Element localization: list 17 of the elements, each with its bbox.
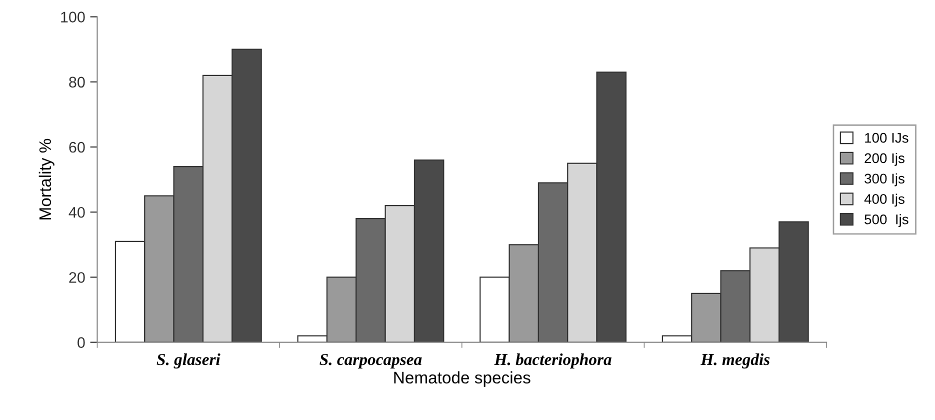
y-tick-label: 80 bbox=[69, 76, 85, 88]
legend-label: 400 Ijs bbox=[864, 194, 904, 207]
y-tick-label: 0 bbox=[78, 337, 85, 348]
x-tick-label: S. glaseri bbox=[156, 353, 220, 369]
y-tick-label: 40 bbox=[68, 206, 85, 218]
x-tick-label: H. megdis bbox=[700, 353, 770, 369]
legend-label: 100 IJs bbox=[865, 132, 908, 143]
y-axis-title: Mortality % bbox=[38, 138, 54, 220]
legend-label: 300 Ijs bbox=[864, 173, 904, 186]
x-tick-label: H. bacteriophora bbox=[494, 353, 612, 369]
y-tick-label: 20 bbox=[69, 272, 85, 283]
legend-label: 500 Ijs bbox=[864, 214, 908, 228]
legend-label: 200 Ijs bbox=[864, 152, 904, 166]
y-tick-label: 60 bbox=[69, 142, 85, 153]
y-tick-label: 100 bbox=[61, 12, 85, 22]
x-axis-title: Nematode species bbox=[394, 371, 530, 387]
x-tick-label: S. carpocapsea bbox=[320, 354, 422, 369]
